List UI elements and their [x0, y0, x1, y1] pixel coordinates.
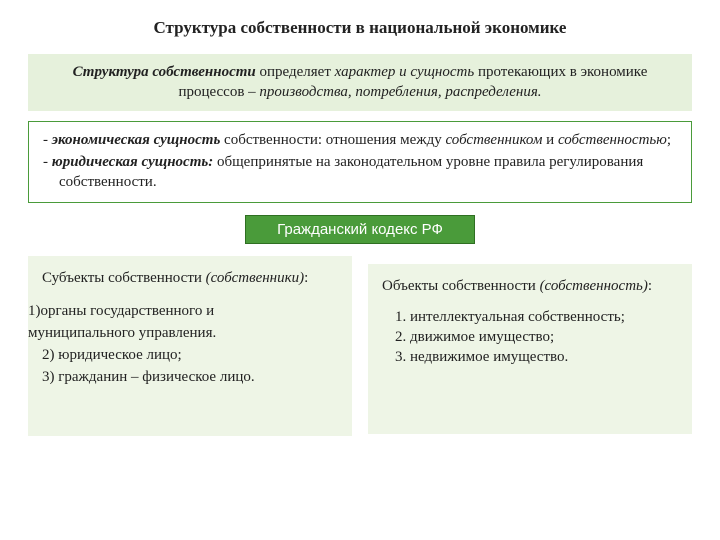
intro-seg4: производства, потребления, распределения…: [259, 84, 541, 100]
list-item: движимое имущество;: [410, 327, 678, 347]
def1-p1: собственности: отношения между: [220, 132, 445, 148]
list-item: 1)органы государственного и: [28, 301, 338, 321]
objects-list: интеллектуальная собственность; движимое…: [382, 307, 678, 368]
def2-bold: юридическая сущность:: [52, 154, 213, 170]
definitions-box: экономическая сущность собственности: от…: [28, 121, 692, 204]
intro-seg2: характер и сущность: [335, 64, 475, 80]
def1-p2: и: [542, 132, 558, 148]
def1-p3: ;: [667, 132, 671, 148]
subjects-panel: Субъекты собственности (собственники): 1…: [28, 256, 352, 436]
subjects-head-tail: :: [304, 270, 308, 286]
subjects-head-italic: (собственники): [206, 270, 304, 286]
list-item: 3) гражданин – физическое лицо.: [42, 367, 338, 387]
intro-lead: Структура собственности: [73, 64, 256, 80]
objects-panel: Объекты собственности (собственность): и…: [368, 264, 692, 434]
objects-head-tail: :: [648, 278, 652, 294]
def-item-legal: юридическая сущность: общепринятые на за…: [43, 152, 679, 193]
def1-i3: собственностью: [558, 132, 667, 148]
subjects-head-plain: Субъекты собственности: [42, 270, 202, 286]
columns: Субъекты собственности (собственники): 1…: [0, 256, 720, 436]
objects-title: Объекты собственности (собственность):: [382, 276, 678, 296]
list-item: интеллектуальная собственность;: [410, 307, 678, 327]
intro-seg1: определяет: [256, 64, 335, 80]
list-item: недвижимое имущество.: [410, 347, 678, 367]
objects-head-plain: Объекты собственности: [382, 278, 536, 294]
page-title: Структура собственности в национальной э…: [0, 0, 720, 48]
def1-bold: экономическая сущность: [52, 132, 221, 148]
subjects-list: 1)органы государственного и муниципально…: [42, 301, 338, 388]
subjects-title: Субъекты собственности (собственники):: [42, 268, 338, 288]
def-item-economic: экономическая сущность собственности: от…: [43, 130, 679, 150]
objects-head-italic: (собственность): [540, 278, 648, 294]
civil-code-badge: Гражданский кодекс РФ: [245, 215, 475, 244]
list-item: муниципального управления.: [28, 323, 338, 343]
def1-i2: собственником: [445, 132, 542, 148]
intro-box: Структура собственности определяет харак…: [28, 54, 692, 111]
list-item: 2) юридическое лицо;: [42, 345, 338, 365]
